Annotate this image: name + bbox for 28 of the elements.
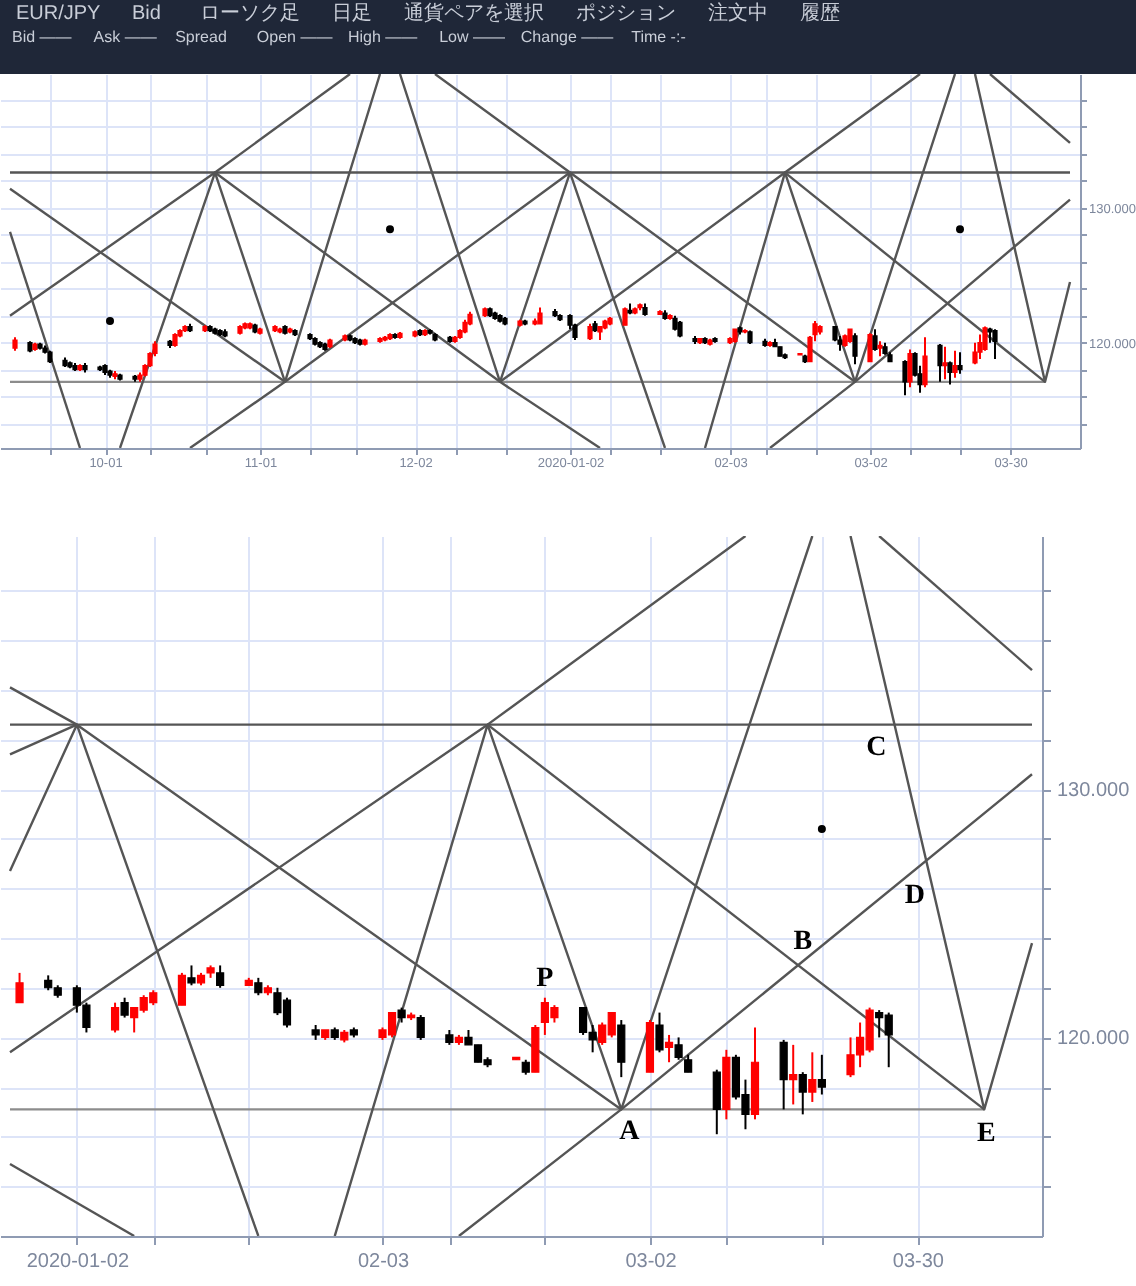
annotation: D bbox=[904, 881, 926, 912]
text: 注文中 bbox=[708, 1, 768, 25]
text: Low —— bbox=[439, 28, 506, 46]
y-tick-label: 120.000 bbox=[1057, 1028, 1131, 1051]
text: 履歴 bbox=[800, 3, 840, 25]
text: EUR/JPY bbox=[16, 3, 102, 25]
text: Open —— bbox=[256, 28, 333, 46]
text: Change —— bbox=[520, 28, 614, 46]
text: ローソク足 bbox=[200, 3, 300, 25]
x-tick-label: 02-03 bbox=[357, 1251, 410, 1273]
annotation: B bbox=[793, 927, 813, 958]
y-tick-label: 130.000 bbox=[1057, 780, 1131, 803]
text: High —— bbox=[348, 28, 418, 46]
text: Time -:- bbox=[631, 28, 687, 46]
text: 日足 bbox=[332, 3, 372, 25]
text: Ask —— bbox=[93, 28, 157, 46]
x-tick-label: 2020-01-02 bbox=[26, 1251, 130, 1273]
text: Bid —— bbox=[12, 28, 72, 46]
x-tick-label: 03-30 bbox=[892, 1251, 945, 1273]
text: Bid bbox=[132, 3, 161, 25]
annotation: C bbox=[866, 732, 887, 763]
annotation: E bbox=[976, 1119, 996, 1150]
x-tick-label: 03-02 bbox=[625, 1251, 678, 1273]
text: 通貨ペアを選択 bbox=[404, 1, 544, 25]
text: Spread bbox=[175, 28, 227, 46]
annotation: P bbox=[536, 963, 555, 994]
annotation: A bbox=[619, 1117, 642, 1148]
text: ポジション bbox=[576, 3, 676, 25]
